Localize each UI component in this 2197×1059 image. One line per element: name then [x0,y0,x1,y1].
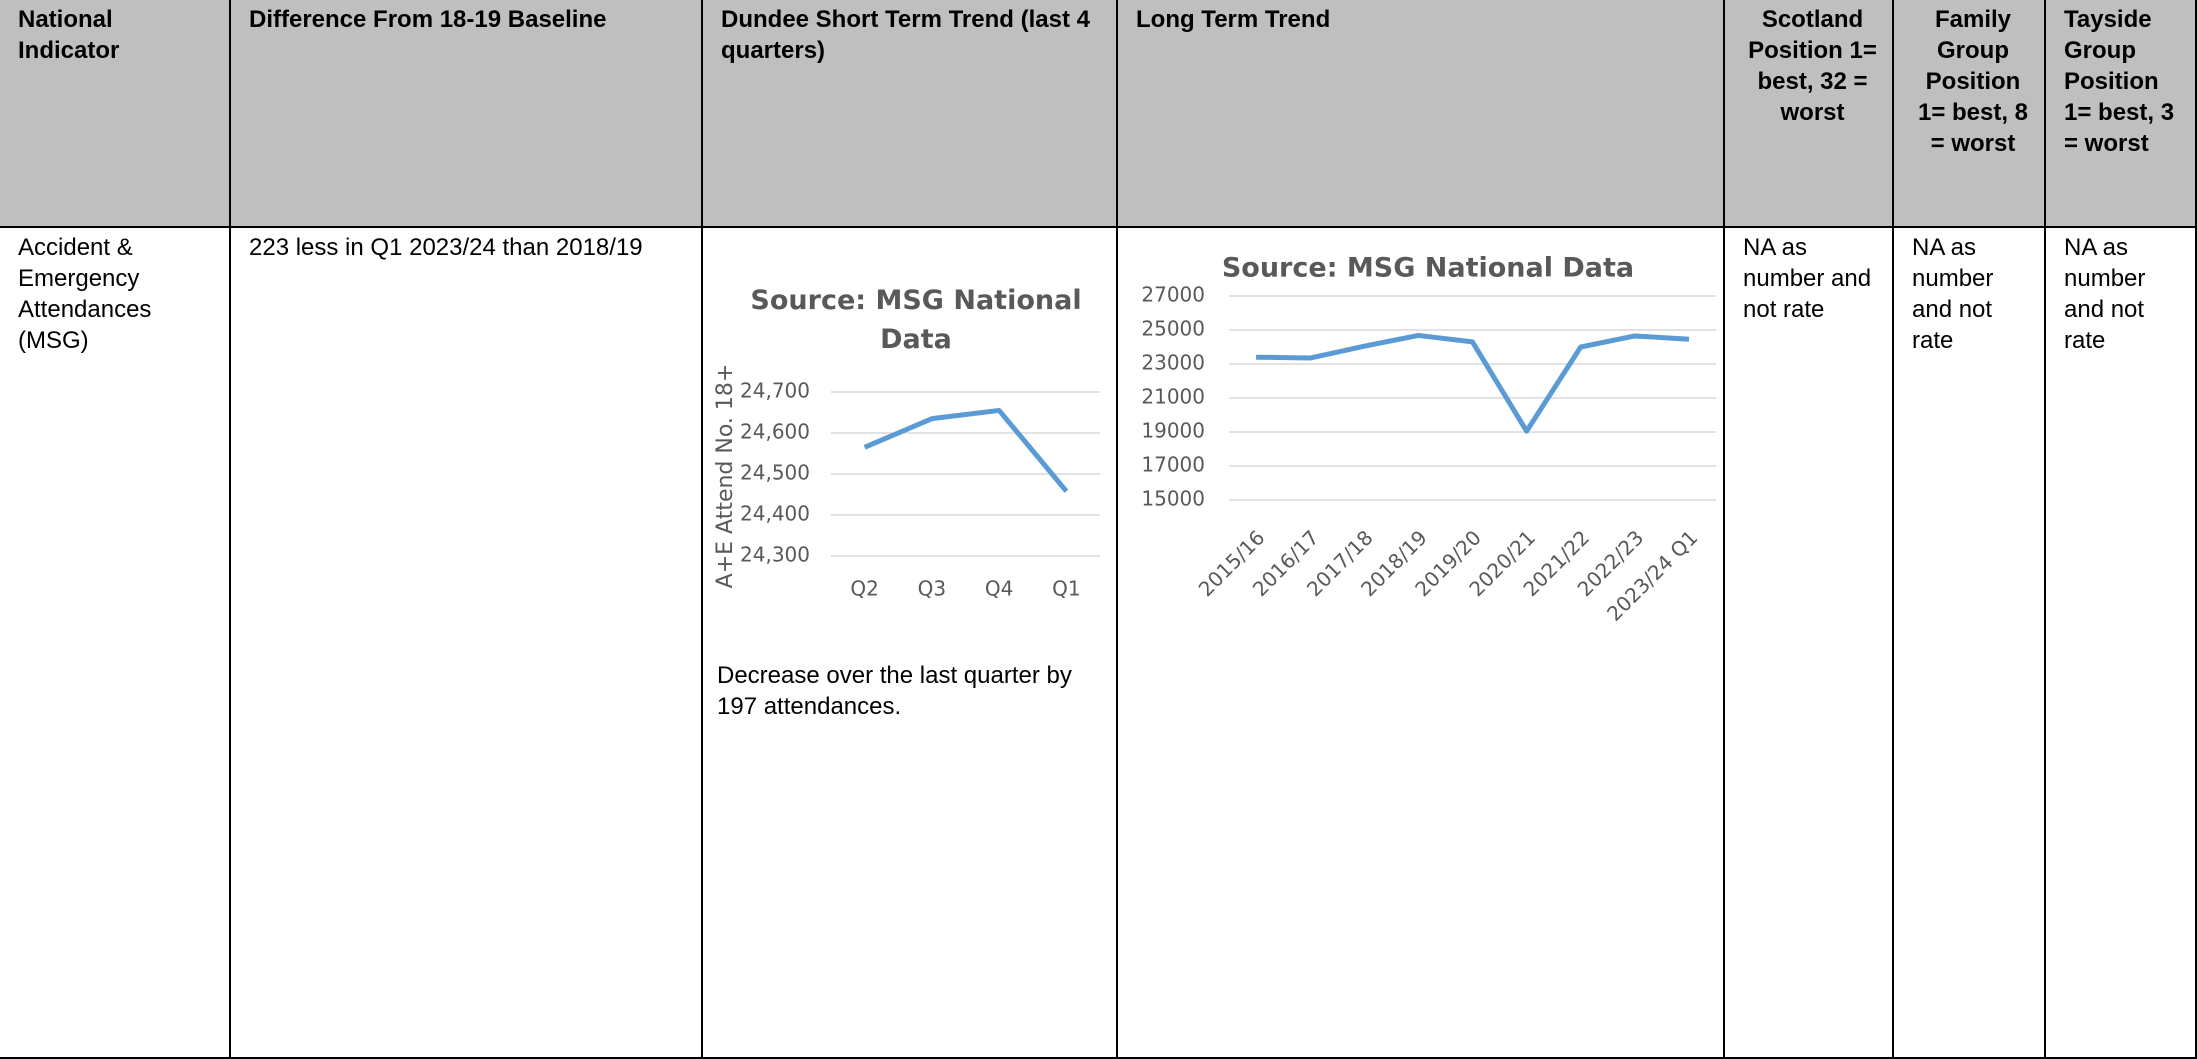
body-cell: Decrease over the last quarter by 197 at… [703,228,1118,1059]
body-cell: Accident & Emergency Attendances (MSG) [0,228,231,1059]
body-cell: NA as number and not rate [2046,228,2197,1059]
trend-note: Decrease over the last quarter by 197 at… [717,662,1072,720]
header-cell: Difference From 18-19 Baseline [231,0,703,228]
header-cell: Scotland Position 1= best, 32 = worst [1725,0,1894,228]
header-cell: National Indicator [0,0,231,228]
body-cell: NA as number and not rate [1894,228,2046,1059]
header-cell: Tayside Group Position 1= best, 3 = wors… [2046,0,2197,228]
body-cell [1118,228,1725,1059]
header-cell: Long Term Trend [1118,0,1725,228]
body-cell: 223 less in Q1 2023/24 than 2018/19 [231,228,703,1059]
body-cell: NA as number and not rate [1725,228,1894,1059]
header-cell: Family Group Position 1= best, 8 = worst [1894,0,2046,228]
header-cell: Dundee Short Term Trend (last 4 quarters… [703,0,1118,228]
